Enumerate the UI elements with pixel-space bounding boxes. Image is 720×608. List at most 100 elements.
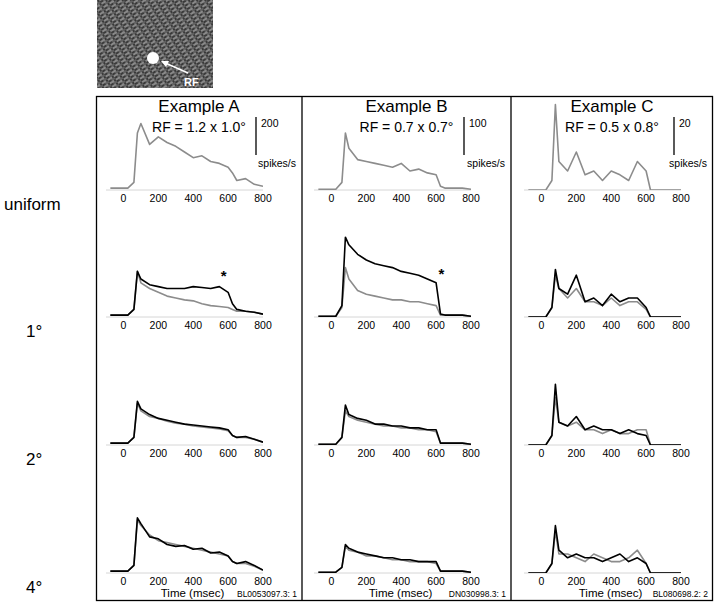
tick-label: 200: [150, 447, 168, 459]
tick-label: 0: [329, 575, 335, 587]
tick-label: 800: [672, 447, 690, 459]
column-subtitle: RF = 0.5 x 0.8°: [565, 119, 659, 135]
tick-label: 200: [358, 575, 376, 587]
panel: 0200400600800Time (msec): [314, 545, 480, 600]
tick-label: 400: [602, 575, 620, 587]
annotation: *: [221, 267, 227, 284]
x-axis: [314, 190, 471, 191]
tick-label: 600: [637, 192, 655, 204]
stimulus-inset: [97, 0, 213, 88]
x-axis-label: Time (msec): [579, 587, 643, 599]
column-title: Example C: [570, 97, 653, 116]
tick-label: 800: [672, 319, 690, 331]
tick-label: 400: [602, 319, 620, 331]
psth-trace: [528, 105, 681, 191]
tick-label: 800: [672, 575, 690, 587]
column-divider: [301, 97, 302, 601]
rf-dot: [147, 52, 159, 64]
tick-label: 200: [358, 447, 376, 459]
psth-trace: [110, 518, 263, 571]
tick-label: 400: [602, 447, 620, 459]
tick-label: 600: [427, 447, 445, 459]
tick-label: 600: [427, 192, 445, 204]
scale-bar-unit: spikes/s: [467, 157, 505, 169]
tick-label: 400: [184, 575, 202, 587]
row-label: 2°: [26, 450, 42, 469]
tick-label: 800: [254, 447, 272, 459]
tick-label: 0: [121, 319, 127, 331]
tick-label: 0: [539, 447, 545, 459]
tick-label: 600: [637, 447, 655, 459]
panel: 0200400600800100spikes/s: [314, 117, 505, 204]
tick-label: 400: [184, 319, 202, 331]
tick-label: 200: [568, 319, 586, 331]
tick-label: 800: [672, 192, 690, 204]
cell-id: BL080698.2: 2: [653, 589, 709, 599]
traces: [110, 401, 263, 443]
psth-trace: [318, 405, 471, 444]
panel: 0 200 400 600 800 20 spikes/s: [524, 105, 707, 205]
tick-label: 800: [254, 192, 272, 204]
psth-trace: [528, 531, 681, 573]
scale-bar-unit: spikes/s: [669, 157, 707, 169]
psth-trace: [318, 133, 471, 189]
traces: [318, 545, 471, 573]
traces: [110, 271, 263, 315]
scale-bar-value: 100: [469, 117, 487, 129]
tick-label: 200: [568, 447, 586, 459]
scale-bar-value: 20: [679, 117, 691, 129]
x-axis: [106, 190, 263, 191]
panel: 0200400600800200spikes/s: [106, 117, 296, 204]
x-axis: [314, 573, 471, 574]
x-axis-label: Time (msec): [161, 587, 225, 599]
scale-bar-unit: spikes/s: [258, 157, 296, 169]
traces: [318, 133, 471, 189]
tick-label: 0: [539, 192, 545, 204]
tick-label: 0: [121, 447, 127, 459]
x-axis: [106, 573, 263, 574]
panel: 0200400600800: [106, 401, 272, 459]
tick-label: 0: [539, 575, 545, 587]
x-axis: [106, 317, 263, 318]
traces: [110, 518, 263, 571]
psth-trace: [528, 270, 681, 318]
rf-arrowhead: [161, 61, 169, 67]
tick-label: 600: [219, 575, 237, 587]
psth-trace: [110, 271, 263, 315]
tick-label: 800: [462, 447, 480, 459]
tick-label: 0: [329, 447, 335, 459]
psth-trace: [528, 384, 681, 445]
column-subtitle: RF = 1.2 x 1.0°: [152, 119, 246, 135]
tick-label: 800: [254, 575, 272, 587]
row-label: 1°: [26, 322, 42, 341]
tick-label: 600: [427, 319, 445, 331]
scale-bar-value: 200: [261, 117, 279, 129]
x-axis: [314, 445, 471, 446]
column-subtitle: RF = 0.7 x 0.7°: [360, 119, 454, 135]
row-label: 4°: [26, 578, 42, 597]
scale-bar: [463, 117, 464, 155]
tick-label: 200: [568, 192, 586, 204]
x-axis-label: Time (msec): [369, 587, 433, 599]
x-axis: [314, 317, 471, 318]
tick-label: 600: [637, 575, 655, 587]
x-axis: [106, 445, 263, 446]
inset-label: RF: [184, 76, 199, 88]
tick-label: 600: [219, 447, 237, 459]
tick-label: 0: [539, 319, 545, 331]
tick-label: 800: [462, 192, 480, 204]
tick-label: 200: [358, 319, 376, 331]
tick-label: 200: [150, 575, 168, 587]
psth-trace: [528, 526, 681, 574]
cell-id: BL0053097.3: 1: [237, 589, 297, 599]
tick-label: 800: [254, 319, 272, 331]
tick-label: 600: [219, 192, 237, 204]
tick-label: 400: [602, 192, 620, 204]
traces: [318, 237, 471, 316]
panel: 0 200 400 600 800: [524, 384, 690, 459]
traces: [110, 124, 263, 189]
tick-label: 400: [392, 192, 410, 204]
tick-label: 200: [150, 319, 168, 331]
panel: 0200400600800: [314, 405, 480, 459]
tick-label: 0: [121, 192, 127, 204]
